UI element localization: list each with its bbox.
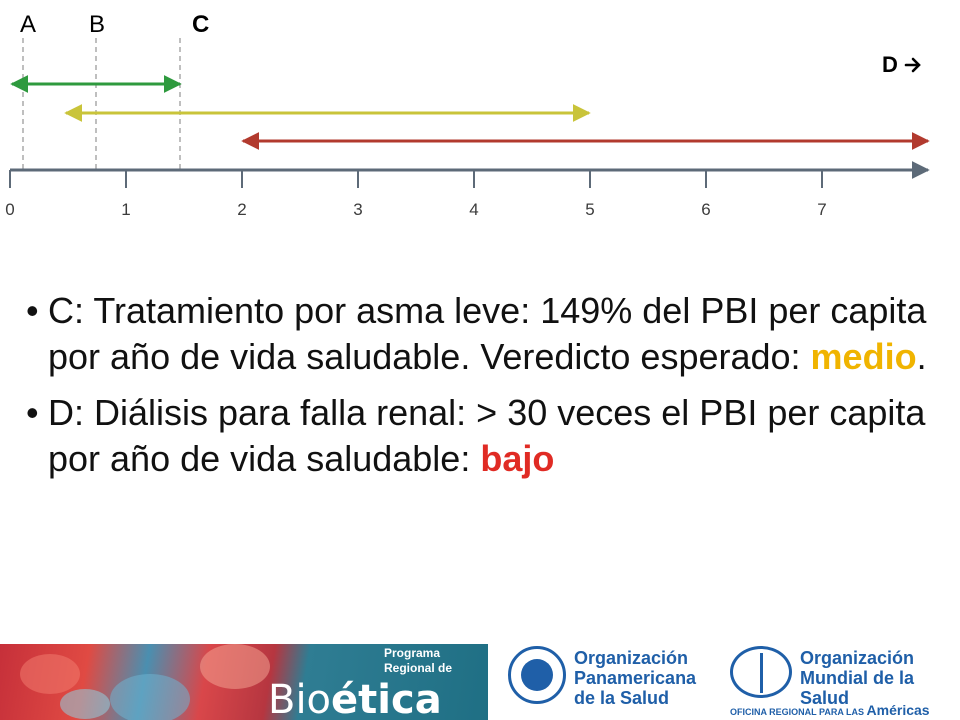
axis-label-1: 1 xyxy=(121,200,130,219)
oms-region: OFICINA REGIONAL PARA LAS Américas xyxy=(730,702,930,718)
axis-label-0: 0 xyxy=(5,200,14,219)
bullet-text-c: C: Tratamiento por asma leve: 149% del P… xyxy=(48,288,946,380)
marker-d: D xyxy=(882,50,922,80)
ops-logo: Organización Panamericana de la Salud xyxy=(508,644,718,720)
marker-a: A xyxy=(20,11,37,38)
marker-d-label: D xyxy=(882,52,898,77)
footer: Programa Regional de Bioética Organizaci… xyxy=(0,644,960,720)
bullet-dot: • xyxy=(26,392,39,433)
axis-label-7: 7 xyxy=(817,200,826,219)
verdict-medio: medio xyxy=(810,336,917,377)
axis-label-3: 3 xyxy=(353,200,362,219)
oms-logo: Organización Mundial de la Salud OFICINA… xyxy=(730,644,956,720)
marker-c: C xyxy=(192,11,210,38)
bullet-text-d: D: Diálisis para falla renal: > 30 veces… xyxy=(48,390,946,482)
bullet-d-body: D: Diálisis para falla renal: > 30 veces… xyxy=(48,392,926,479)
oms-name: Organización Mundial de la Salud xyxy=(800,648,915,708)
marker-b: B xyxy=(89,11,106,38)
bioetica-banner: Programa Regional de Bioética xyxy=(0,644,488,720)
ops-name: Organización Panamericana de la Salud xyxy=(574,648,697,708)
bullet-item-d: • D: Diálisis para falla renal: > 30 vec… xyxy=(26,390,946,482)
bullet-list: • C: Tratamiento por asma leve: 149% del… xyxy=(26,288,946,492)
timeline-diagram: 0 1 2 3 4 5 6 7 xyxy=(5,38,930,219)
right-arrow-icon xyxy=(904,53,922,73)
bioetica-program-label: Programa Regional de xyxy=(384,646,453,675)
bullet-c-body: C: Tratamiento por asma leve: 149% del P… xyxy=(48,290,927,377)
axis-label-4: 4 xyxy=(469,200,478,219)
bullet-c-tail: . xyxy=(916,336,927,377)
axis-label-6: 6 xyxy=(701,200,710,219)
bullet-item-c: • C: Tratamiento por asma leve: 149% del… xyxy=(26,288,946,380)
bullet-dot: • xyxy=(26,290,39,331)
axis-ticks xyxy=(9,170,823,188)
axis-label-2: 2 xyxy=(237,200,246,219)
who-emblem-icon xyxy=(730,646,792,698)
bioetica-logo-text: Bioética xyxy=(268,677,442,720)
axis-label-5: 5 xyxy=(585,200,594,219)
ops-emblem-icon xyxy=(508,646,566,704)
verdict-bajo: bajo xyxy=(480,438,555,479)
